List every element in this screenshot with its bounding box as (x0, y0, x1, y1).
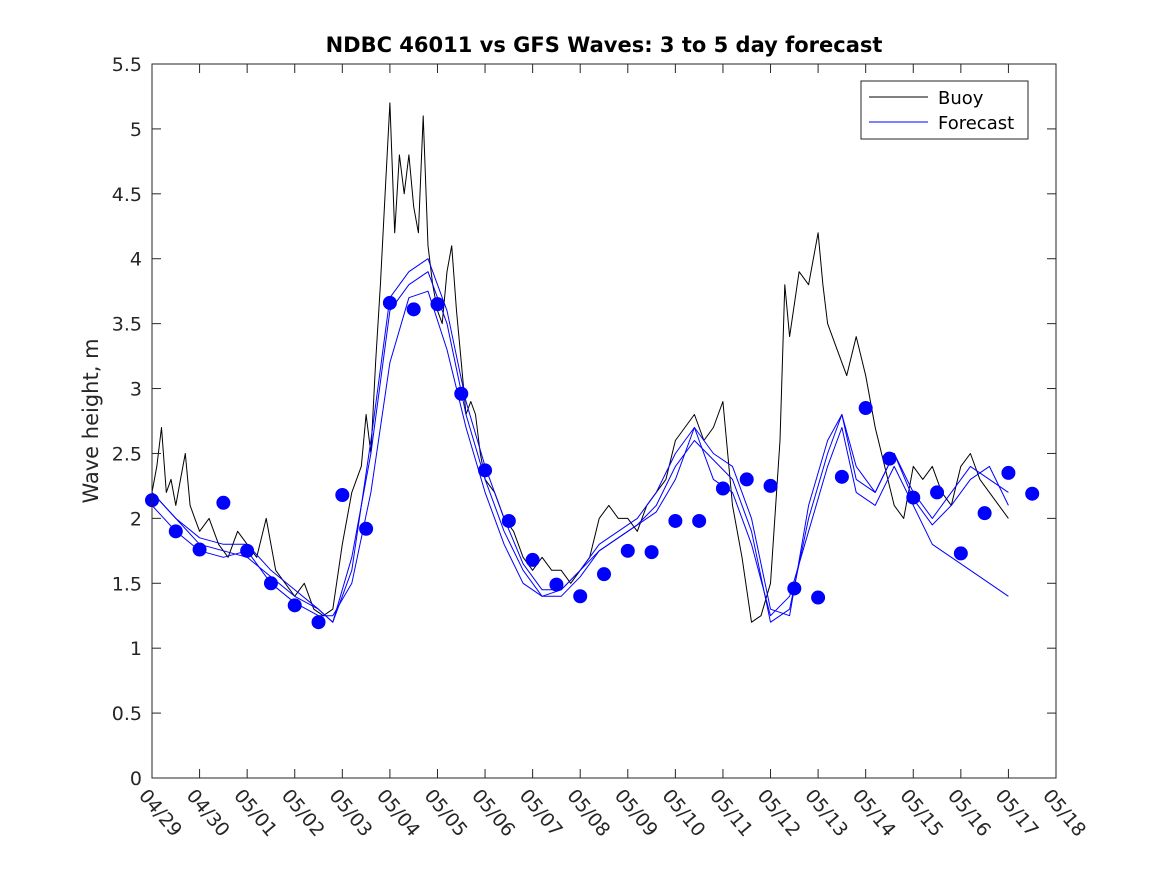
forecast-marker (882, 451, 897, 466)
y-tick-label: 4.5 (112, 184, 142, 206)
legend-forecast-label: Forecast (938, 113, 1014, 134)
forecast-marker (478, 463, 493, 478)
forecast-marker (1025, 486, 1040, 501)
forecast-marker (668, 513, 683, 528)
forecast-marker (406, 302, 421, 317)
series-layer (151, 102, 1009, 623)
y-tick-label: 1.5 (112, 573, 142, 595)
forecast-marker (168, 524, 183, 539)
forecast-marker (359, 521, 374, 536)
forecast-marker (715, 481, 730, 496)
legend: Buoy Forecast (860, 80, 1029, 140)
y-tick-label: 0 (130, 768, 142, 790)
forecast-marker (430, 297, 445, 312)
forecast-marker (216, 495, 231, 510)
y-tick-label: 3.5 (112, 314, 142, 336)
chart-title: NDBC 46011 vs GFS Waves: 3 to 5 day fore… (326, 33, 883, 57)
forecast-line (151, 258, 1009, 623)
forecast-marker (739, 472, 754, 487)
y-tick-label: 3 (130, 379, 142, 401)
forecast-marker (858, 401, 873, 416)
y-axis-label: Wave height, m (79, 338, 103, 503)
forecast-marker (811, 590, 826, 605)
forecast-marker (573, 589, 588, 604)
forecast-marker (906, 490, 921, 505)
forecast-marker (953, 546, 968, 561)
y-tick-label: 5.5 (112, 54, 142, 76)
forecast-marker (834, 469, 849, 484)
forecast-marker (335, 487, 350, 502)
forecast-marker (787, 581, 802, 596)
forecast-marker (192, 542, 207, 557)
y-tick-label: 1 (130, 638, 142, 660)
y-tick-label: 2 (130, 508, 142, 530)
y-tick-label: 5 (130, 119, 142, 141)
forecast-marker (1001, 465, 1016, 480)
forecast-marker (525, 552, 540, 567)
plot-frame (151, 63, 1057, 779)
forecast-marker (620, 543, 635, 558)
forecast-marker (311, 615, 326, 630)
forecast-marker (263, 576, 278, 591)
plot-area (152, 64, 1056, 778)
y-axis: 0 0.5 1 1.5 2 2.5 3 3.5 4 4.5 5 5.5 (112, 54, 1056, 790)
y-tick-label: 0.5 (112, 703, 142, 725)
forecast-marker (240, 543, 255, 558)
y-tick-label: 2.5 (112, 443, 142, 465)
forecast-marker (597, 567, 611, 582)
y-tick-label: 4 (130, 249, 142, 271)
forecast-marker (287, 598, 302, 613)
legend-buoy-label: Buoy (938, 88, 984, 109)
forecast-marker (549, 577, 564, 592)
forecast-line (151, 290, 1009, 617)
forecast-marker (501, 513, 516, 528)
forecast-marker (644, 545, 659, 560)
forecast-marker (454, 386, 469, 401)
forecast-marker (692, 513, 707, 528)
forecast-marker (382, 295, 397, 310)
forecast-marker (977, 506, 992, 521)
forecast-marker (930, 485, 945, 500)
legend-box (860, 80, 1029, 140)
marker-layer (145, 295, 1040, 630)
forecast-marker (763, 478, 778, 493)
